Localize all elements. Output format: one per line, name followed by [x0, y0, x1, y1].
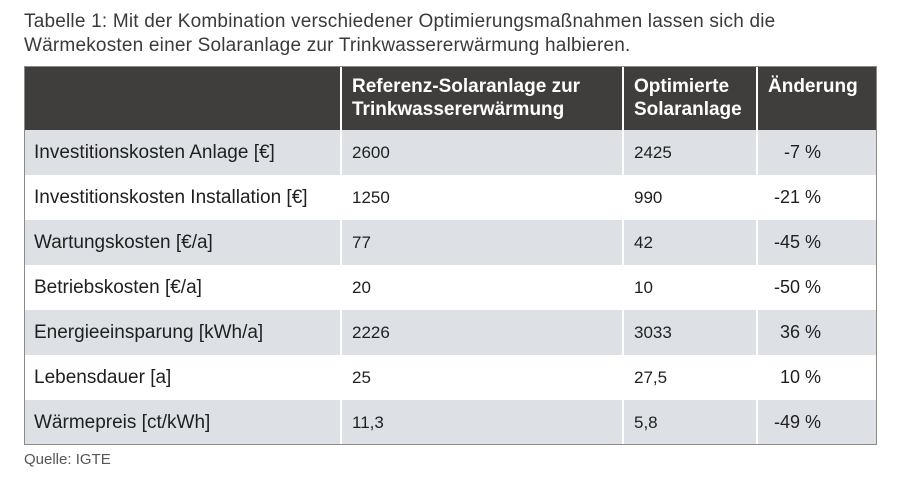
table-row: Wärmepreis [ct/kWh] 11,3 5,8 -49 % — [24, 400, 877, 445]
table-row: Investitionskosten Installation [€] 1250… — [24, 175, 877, 220]
row-label: Energieeinsparung [kWh/a] — [24, 310, 341, 355]
comparison-table: Referenz-Solaranlage zur Trinkwassererwä… — [24, 66, 877, 445]
table-row: Betriebskosten [€/a] 20 10 -50 % — [24, 265, 877, 310]
header-cell-optimized: Optimierte Solaranlage — [622, 66, 757, 130]
row-label: Lebensdauer [a] — [24, 355, 341, 400]
reference-value: 2600 — [340, 130, 623, 175]
optimized-value: 5,8 — [622, 400, 757, 445]
reference-value: 2226 — [340, 310, 623, 355]
table-row: Energieeinsparung [kWh/a] 2226 3033 36 % — [24, 310, 877, 355]
optimized-value: 27,5 — [622, 355, 757, 400]
change-value: 36 % — [756, 310, 877, 355]
change-value: -7 % — [756, 130, 877, 175]
table-caption: Tabelle 1: Mit der Kombination verschied… — [24, 11, 776, 56]
change-value: -45 % — [756, 220, 877, 265]
table-row: Wartungskosten [€/a] 77 42 -45 % — [24, 220, 877, 265]
optimized-value: 10 — [622, 265, 757, 310]
header-cell-label — [24, 66, 341, 130]
row-label: Wartungskosten [€/a] — [24, 220, 341, 265]
row-label: Investitionskosten Installation [€] — [24, 175, 341, 220]
change-value: -50 % — [756, 265, 877, 310]
reference-value: 25 — [340, 355, 623, 400]
change-value: -49 % — [756, 400, 877, 445]
row-label: Wärmepreis [ct/kWh] — [24, 400, 341, 445]
source-note: Quelle: IGTE — [24, 451, 111, 468]
table-header-row: Referenz-Solaranlage zur Trinkwassererwä… — [24, 66, 877, 130]
reference-value: 77 — [340, 220, 623, 265]
table-row: Lebensdauer [a] 25 27,5 10 % — [24, 355, 877, 400]
header-cell-change: Änderung — [756, 66, 877, 130]
change-value: 10 % — [756, 355, 877, 400]
optimized-value: 2425 — [622, 130, 757, 175]
comparison-table-container: Referenz-Solaranlage zur Trinkwassererwä… — [24, 66, 877, 445]
change-value: -21 % — [756, 175, 877, 220]
header-cell-reference: Referenz-Solaranlage zur Trinkwassererwä… — [340, 66, 623, 130]
row-label: Investitionskosten Anlage [€] — [24, 130, 341, 175]
row-label: Betriebskosten [€/a] — [24, 265, 341, 310]
reference-value: 20 — [340, 265, 623, 310]
optimized-value: 3033 — [622, 310, 757, 355]
optimized-value: 990 — [622, 175, 757, 220]
optimized-value: 42 — [622, 220, 757, 265]
table-row: Investitionskosten Anlage [€] 2600 2425 … — [24, 130, 877, 175]
reference-value: 1250 — [340, 175, 623, 220]
reference-value: 11,3 — [340, 400, 623, 445]
